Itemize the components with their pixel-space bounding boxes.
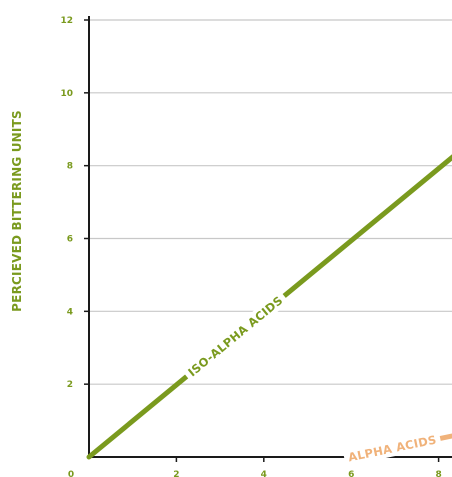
- x-tick-label-6: 6: [348, 470, 354, 477]
- y-tick-label-8: 8: [67, 162, 73, 172]
- series-lines: [86, 154, 452, 460]
- series-line-iso-alpha-acids: [86, 154, 452, 460]
- x-tick-label-8: 8: [435, 470, 441, 477]
- series-label-group-1: ALPHA ACIDS: [342, 430, 442, 467]
- x-tick-label-4: 4: [261, 470, 267, 477]
- y-tick-label-6: 6: [67, 235, 73, 245]
- series-label-group-0: ISO-ALPHA ACIDS: [181, 289, 290, 383]
- gridlines: [89, 19, 452, 385]
- x-tick-label-2: 2: [173, 470, 179, 477]
- series-labels: ISO-ALPHA ACIDS ALPHA ACIDS: [181, 289, 442, 467]
- y-tick-label-2: 2: [67, 380, 73, 390]
- y-tick-label-12: 12: [60, 16, 73, 26]
- x-tick-label-0: 0: [68, 470, 74, 477]
- y-tick-label-10: 10: [60, 89, 73, 99]
- y-tick-label-4: 4: [67, 307, 73, 317]
- series-label-knockout-1: [342, 430, 442, 467]
- series-label-iso-alpha-acids: ISO-ALPHA ACIDS: [185, 293, 285, 379]
- series-label-knockout-0: [181, 289, 290, 383]
- series-label-alpha-acids: ALPHA ACIDS: [347, 432, 438, 464]
- axes: 246810120246810: [60, 16, 452, 477]
- y-axis-title: PERCIEVED BITTERING UNITS: [10, 110, 24, 312]
